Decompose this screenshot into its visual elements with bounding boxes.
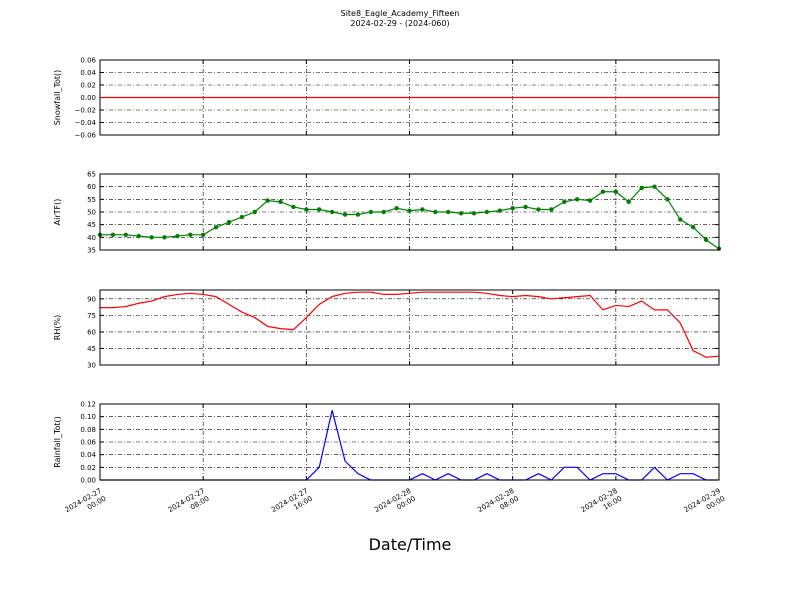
y-tick-label: 45 xyxy=(87,221,96,229)
y-tick-label: 60 xyxy=(87,183,96,191)
y-tick-label: −0.04 xyxy=(75,119,97,127)
y-tick-label: 55 xyxy=(87,196,96,204)
data-point xyxy=(600,189,606,194)
data-point xyxy=(523,204,528,210)
y-axis-label: RH(%) xyxy=(53,315,62,340)
y-tick-label: 40 xyxy=(87,234,96,242)
data-point xyxy=(278,199,283,205)
data-point xyxy=(471,211,477,216)
data-point xyxy=(484,209,490,215)
data-point xyxy=(549,207,554,212)
data-point xyxy=(123,232,128,237)
data-point xyxy=(703,237,709,243)
data-point xyxy=(226,219,232,225)
y-tick-label: 0.02 xyxy=(80,464,96,472)
y-tick-label: −0.06 xyxy=(75,132,97,140)
data-point xyxy=(239,214,245,220)
chart-title: Site8_Eagle_Academy_Fifteen xyxy=(341,9,460,18)
data-point xyxy=(510,206,515,211)
y-tick-label: 45 xyxy=(87,345,96,353)
x-axis-label: Date/Time xyxy=(369,535,452,554)
y-tick-label: 0.00 xyxy=(80,94,96,102)
y-tick-label: 0.06 xyxy=(80,57,96,65)
data-point xyxy=(407,208,412,213)
plot-frame xyxy=(99,59,720,136)
data-line xyxy=(100,291,720,358)
y-axis-label: Rainfall_Tot() xyxy=(53,416,62,468)
y-tick-label: 0.08 xyxy=(80,426,96,434)
y-tick-label: 0.00 xyxy=(80,477,96,485)
data-point xyxy=(394,206,399,211)
data-point xyxy=(639,185,644,191)
data-point xyxy=(317,207,322,212)
data-point xyxy=(175,233,180,239)
plot-frame xyxy=(99,403,720,481)
data-point xyxy=(445,209,451,215)
y-tick-label: 0.02 xyxy=(80,82,96,90)
y-tick-label: 65 xyxy=(87,171,96,179)
data-point xyxy=(265,198,270,203)
data-point xyxy=(381,209,386,215)
data-point xyxy=(304,207,309,212)
y-tick-label: 50 xyxy=(87,209,96,217)
data-point xyxy=(329,209,335,215)
y-tick-label: 0.06 xyxy=(80,439,96,447)
data-point xyxy=(536,207,541,212)
data-point xyxy=(691,225,696,230)
y-axis-label: Snowfall_Tot() xyxy=(53,70,62,126)
data-point xyxy=(188,232,193,237)
data-point xyxy=(291,204,296,210)
chart-subtitle: 2024-02-29 - (2024-060) xyxy=(350,19,449,28)
data-point xyxy=(562,199,567,205)
y-tick-label: 0.04 xyxy=(80,451,96,459)
data-point xyxy=(433,209,438,215)
data-point xyxy=(678,217,683,222)
data-point xyxy=(355,212,361,217)
y-tick-label: 0.04 xyxy=(80,69,96,77)
y-axis-label: AirTF() xyxy=(53,199,62,226)
y-tick-label: 0.10 xyxy=(80,413,96,421)
data-point xyxy=(626,199,631,205)
data-point xyxy=(613,189,619,194)
data-point xyxy=(162,235,167,240)
data-point xyxy=(497,208,502,213)
data-point xyxy=(652,184,657,189)
data-point xyxy=(368,209,374,215)
y-tick-label: 75 xyxy=(87,312,96,320)
plot-frame xyxy=(99,289,720,366)
data-point xyxy=(110,232,116,237)
data-point xyxy=(252,209,257,215)
data-point xyxy=(587,198,593,203)
data-point xyxy=(420,207,425,212)
y-tick-label: 90 xyxy=(87,295,96,303)
data-point xyxy=(200,232,206,237)
y-tick-label: 0.12 xyxy=(80,401,96,409)
plot-frame xyxy=(99,173,720,251)
data-point xyxy=(213,225,219,230)
y-tick-label: 60 xyxy=(87,328,96,336)
y-tick-label: −0.02 xyxy=(75,107,96,115)
data-point xyxy=(665,197,670,202)
data-point xyxy=(458,211,464,216)
data-point xyxy=(574,197,580,202)
y-tick-label: 35 xyxy=(87,247,96,255)
data-point xyxy=(149,235,154,240)
data-point xyxy=(342,212,348,217)
data-point xyxy=(136,233,141,239)
y-tick-label: 30 xyxy=(87,362,96,370)
